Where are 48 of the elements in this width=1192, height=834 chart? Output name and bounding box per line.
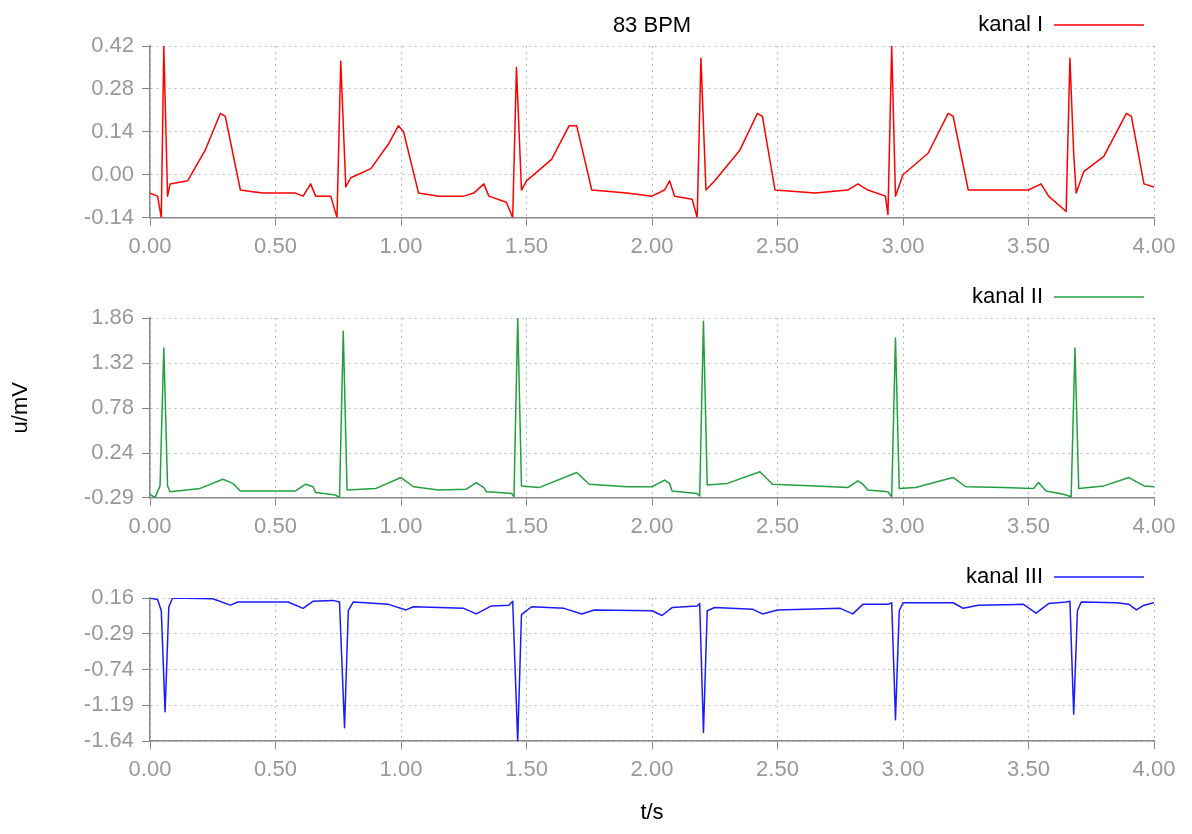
x-tick-label: 2.00: [630, 512, 674, 538]
y-tick-label: 0.42: [91, 32, 134, 58]
x-tick-label: 3.50: [1007, 756, 1050, 782]
legend-label: kanal III: [965, 563, 1043, 589]
x-tick-label: 3.50: [1007, 232, 1050, 258]
x-tick-label: 2.00: [630, 232, 674, 258]
x-tick-label: 2.50: [756, 232, 799, 258]
x-tick-label: 1.50: [505, 232, 548, 258]
x-tick-label: 2.00: [630, 756, 674, 782]
x-tick-label: 3.50: [1007, 512, 1050, 538]
y-tick-label: 0.16: [91, 584, 134, 610]
x-tick-label: 0.50: [254, 512, 297, 538]
y-tick-label: 0.14: [91, 117, 134, 143]
x-tick-label: 3.00: [881, 756, 925, 782]
x-tick-label: 2.50: [756, 756, 799, 782]
y-tick-label: -0.74: [83, 655, 134, 681]
x-tick-label: 1.00: [379, 756, 423, 782]
x-tick-label: 3.00: [881, 232, 925, 258]
x-tick-label: 0.00: [128, 512, 172, 538]
x-tick-label: 3.00: [881, 512, 925, 538]
chart-title: 83 BPM: [612, 12, 692, 38]
y-tick-label: 0.00: [91, 160, 134, 186]
x-tick-label: 1.00: [379, 512, 423, 538]
y-tick-label: -0.29: [83, 483, 134, 509]
x-tick-label: 0.50: [254, 756, 297, 782]
y-axis-title: u/mV: [7, 381, 33, 434]
legend-label: kanal I: [978, 11, 1043, 37]
x-tick-label: 1.50: [505, 512, 548, 538]
x-tick-label: 4.00: [1132, 512, 1176, 538]
x-tick-label: 1.50: [505, 756, 548, 782]
x-tick-label: 0.00: [128, 232, 172, 258]
y-tick-label: 0.28: [91, 74, 134, 100]
x-tick-label: 4.00: [1132, 232, 1176, 258]
y-tick-label: 0.78: [91, 394, 134, 420]
y-tick-label: -1.19: [83, 691, 134, 717]
x-tick-label: 0.50: [254, 232, 297, 258]
y-tick-label: 1.86: [91, 304, 134, 330]
x-tick-label: 0.00: [128, 756, 172, 782]
y-tick-label: 1.32: [91, 349, 134, 375]
y-tick-label: -0.14: [83, 203, 134, 229]
y-tick-label: 0.24: [91, 439, 134, 465]
legend-label: kanal II: [972, 283, 1043, 309]
y-tick-label: -0.29: [83, 619, 134, 645]
x-tick-label: 4.00: [1132, 756, 1176, 782]
x-tick-label: 1.00: [379, 232, 423, 258]
x-axis-title: t/s: [640, 798, 664, 824]
x-tick-label: 2.50: [756, 512, 799, 538]
y-tick-label: -1.64: [83, 727, 134, 753]
